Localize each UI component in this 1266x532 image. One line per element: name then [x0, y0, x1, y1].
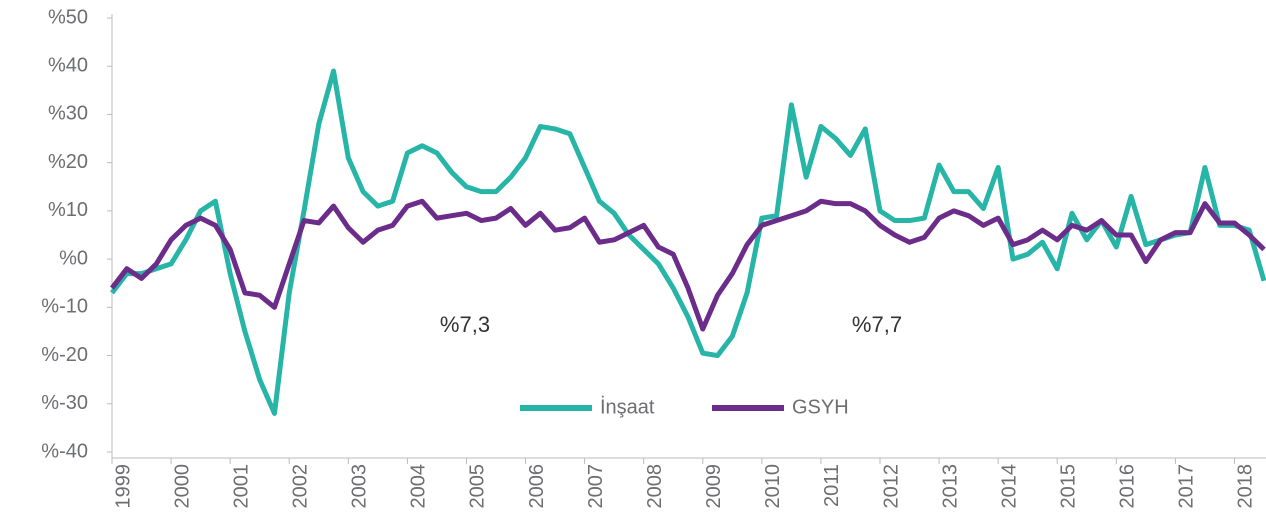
annotation: %7,3	[440, 312, 490, 337]
y-tick-label: %-40	[41, 440, 88, 462]
x-tick-label: 2014	[998, 464, 1020, 509]
y-tick-label: %50	[48, 6, 88, 28]
y-tick-label: %-30	[41, 392, 88, 414]
x-tick-label: 2017	[1176, 464, 1198, 509]
legend-label: İnşaat	[600, 395, 655, 418]
x-tick-label: 2018	[1235, 464, 1257, 509]
y-tick-label: %-20	[41, 344, 88, 366]
y-tick-label: %40	[48, 55, 88, 77]
y-tick-label: %-10	[41, 296, 88, 318]
x-tick-label: 2012	[880, 464, 902, 509]
x-tick-label: 2008	[644, 464, 666, 509]
x-tick-label: 2002	[290, 464, 312, 509]
x-tick-label: 2006	[526, 464, 548, 509]
x-tick-label: 2000	[171, 464, 193, 509]
legend-label: GSYH	[792, 396, 849, 418]
x-tick-label: 1999	[112, 464, 134, 509]
x-tick-label: 2004	[408, 464, 430, 509]
x-tick-label: 2007	[585, 464, 607, 509]
y-tick-label: %30	[48, 103, 88, 125]
x-tick-label: 2011	[821, 464, 843, 507]
x-tick-label: 2005	[467, 464, 489, 509]
annotation: %7,7	[852, 312, 902, 337]
x-tick-label: 2001	[230, 464, 252, 509]
y-tick-label: %0	[59, 247, 88, 269]
x-tick-label: 2016	[1117, 464, 1139, 509]
x-tick-label: 2009	[703, 464, 725, 509]
series-line	[110, 68, 1266, 416]
y-tick-label: %20	[48, 151, 88, 173]
series-line	[110, 198, 1266, 332]
x-tick-label: 2010	[762, 464, 784, 509]
x-tick-label: 2003	[349, 464, 371, 509]
x-tick-label: 2013	[939, 464, 961, 509]
y-tick-label: %10	[48, 199, 88, 221]
x-tick-label: 2015	[1058, 464, 1080, 509]
